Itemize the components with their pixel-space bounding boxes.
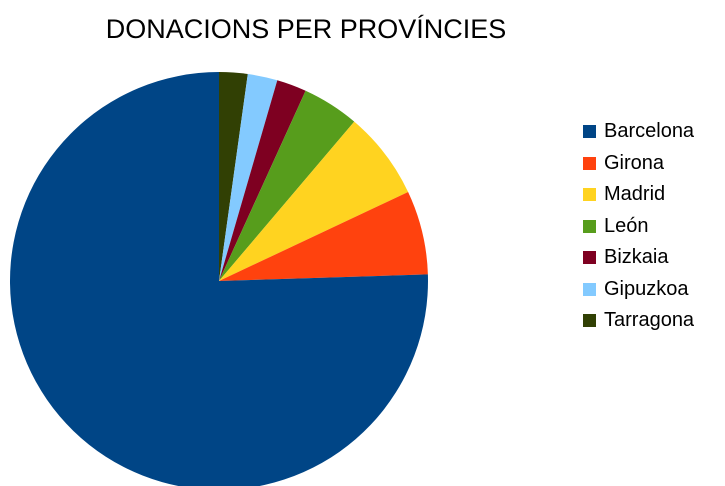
- chart-title: DONACIONS PER PROVÍNCIES: [105, 14, 507, 44]
- legend-item: Madrid: [583, 179, 725, 211]
- legend-label: Gipuzkoa: [604, 277, 689, 300]
- legend-label: Tarragona: [604, 309, 695, 332]
- legend-label: Girona: [604, 151, 665, 174]
- pie-slice-tarragona: [219, 72, 248, 281]
- legend-label: Bizkaia: [604, 246, 669, 269]
- pie-slice-bizkaia: [219, 80, 306, 282]
- chart-legend: Barcelona Girona Madrid León Bizkaia Gipuzkoa…: [583, 116, 725, 337]
- pie-slice-madrid: [219, 121, 409, 282]
- legend-swatch: [583, 314, 596, 328]
- legend-label: Barcelona: [604, 120, 695, 143]
- legend-item: Girona: [583, 148, 725, 180]
- legend-swatch: [583, 219, 596, 233]
- pie-slice-girona: [219, 192, 428, 281]
- pie-slice-león: [219, 90, 355, 282]
- legend-item: Barcelona: [583, 116, 725, 148]
- legend-swatch: [583, 125, 596, 139]
- legend-item: Gipuzkoa: [583, 274, 725, 306]
- legend-label: León: [604, 214, 649, 237]
- pie-slice-gipuzkoa: [219, 73, 278, 281]
- legend-swatch: [583, 156, 596, 170]
- legend-swatch: [583, 282, 596, 296]
- pie-slice-barcelona: [10, 72, 428, 486]
- legend-swatch: [583, 188, 596, 202]
- legend-item: Tarragona: [583, 305, 725, 337]
- legend-label: Madrid: [604, 183, 666, 206]
- legend-item: León: [583, 211, 725, 243]
- legend-swatch: [583, 251, 596, 265]
- legend-item: Bizkaia: [583, 242, 725, 274]
